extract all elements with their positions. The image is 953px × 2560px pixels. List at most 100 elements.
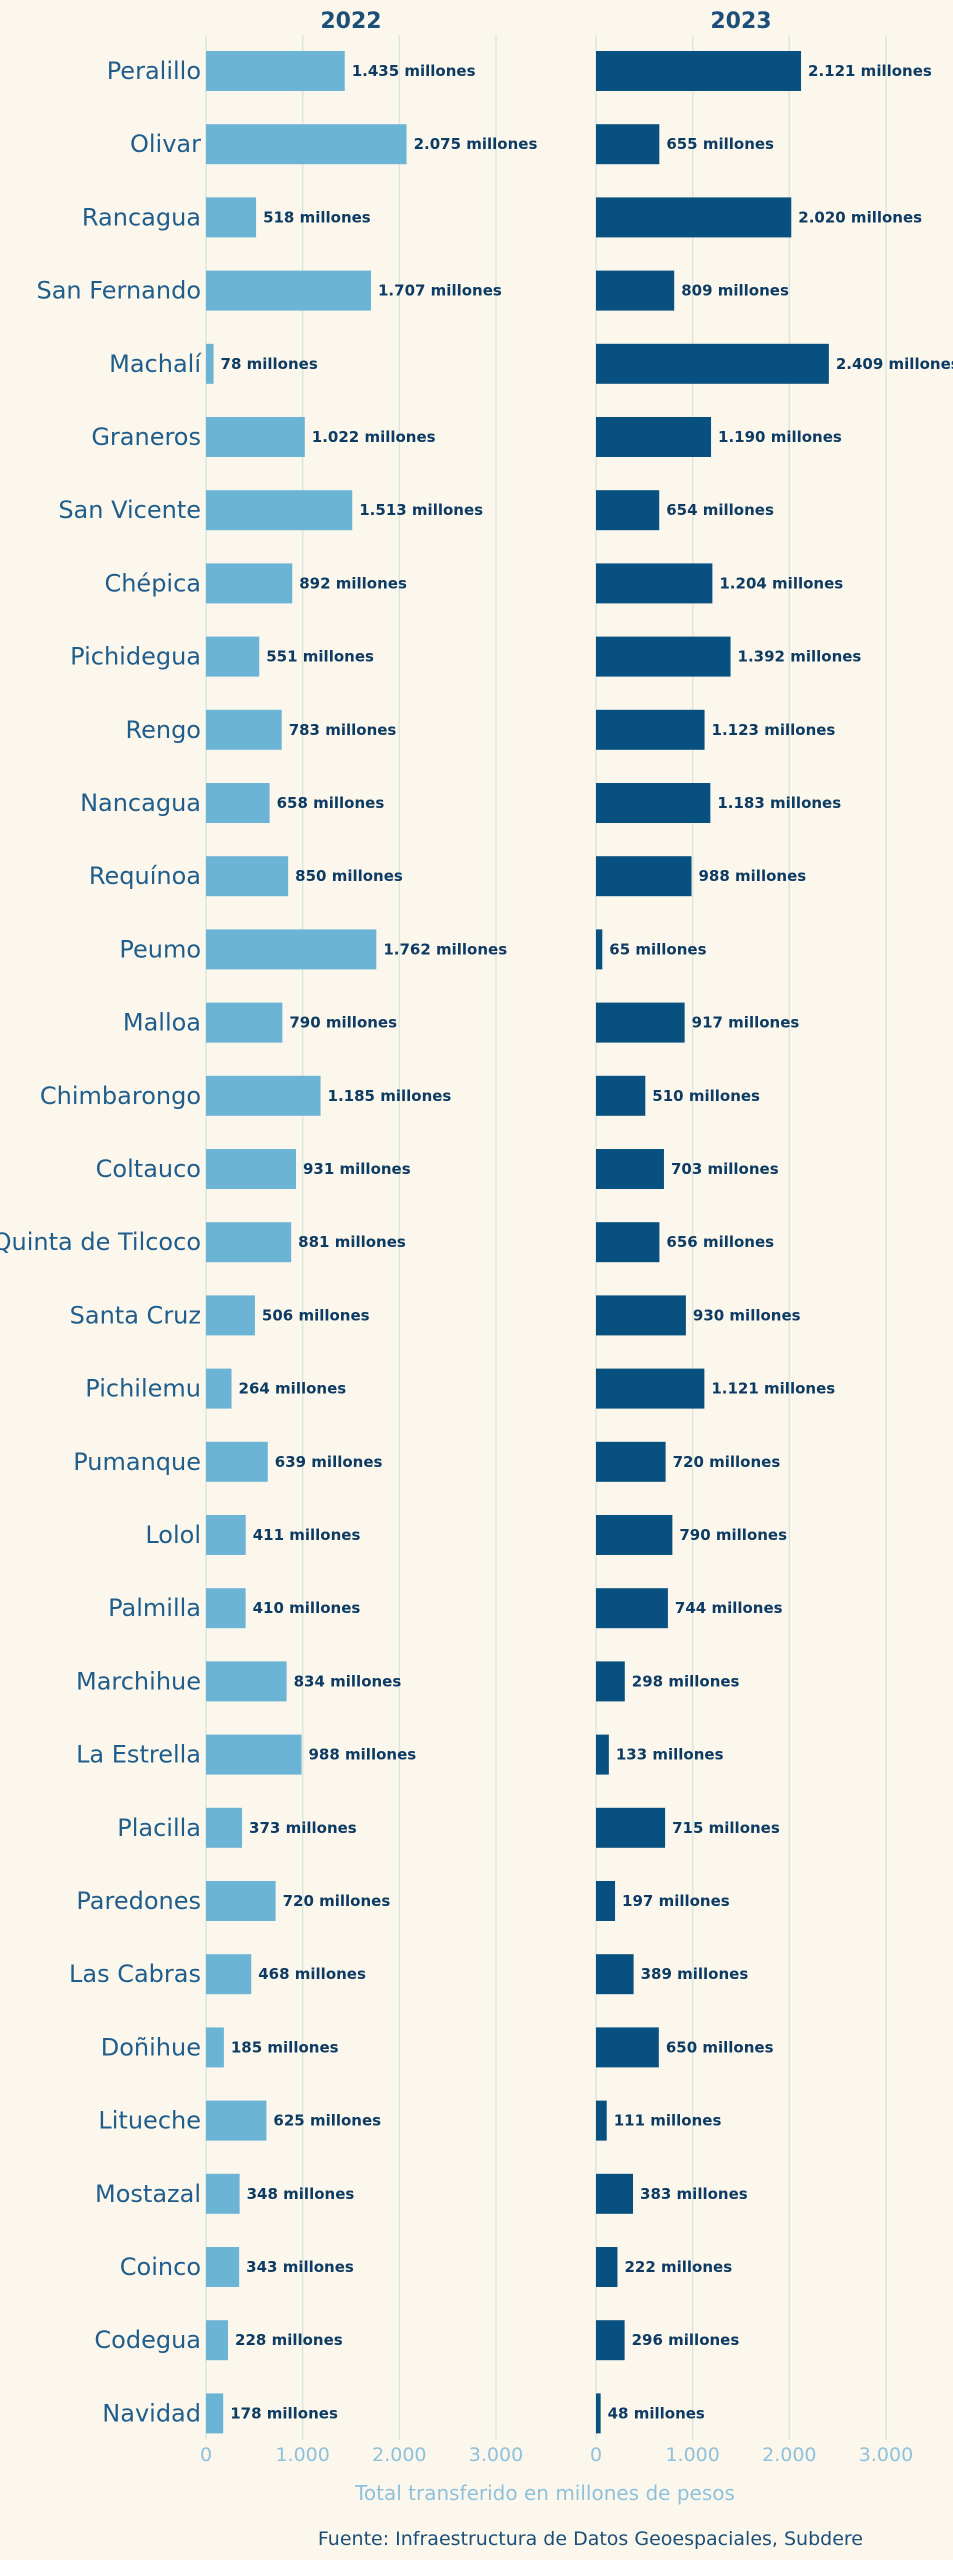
data-label: 1.762 millones — [383, 940, 507, 958]
data-label: 881 millones — [298, 1233, 406, 1251]
data-label: 296 millones — [632, 2331, 740, 2349]
bar — [206, 1441, 268, 1482]
data-label: 917 millones — [692, 1014, 800, 1032]
category-label: Coinco — [120, 2253, 201, 2281]
category-label: Quinta de Tilcoco — [0, 1228, 201, 1256]
data-label: 744 millones — [675, 1599, 783, 1617]
data-label: 655 millones — [666, 135, 774, 153]
bar — [206, 1661, 287, 1702]
data-label: 185 millones — [231, 2038, 339, 2056]
category-label: Malloa — [123, 1009, 201, 1037]
data-label: 48 millones — [608, 2404, 705, 2422]
bar — [206, 1954, 252, 1995]
category-label: Pichilemu — [85, 1375, 201, 1403]
bar — [206, 1881, 276, 1921]
bar — [206, 783, 270, 823]
category-label: Rengo — [126, 716, 202, 744]
data-label: 656 millones — [666, 1233, 774, 1251]
category-label: Peumo — [119, 935, 201, 963]
data-label: 1.123 millones — [712, 721, 836, 739]
data-label: 506 millones — [262, 1306, 370, 1324]
bar — [596, 1149, 664, 1189]
bar — [596, 929, 603, 970]
data-label: 197 millones — [622, 1892, 730, 1910]
data-label: 790 millones — [679, 1526, 787, 1544]
data-label: 518 millones — [263, 208, 371, 226]
data-label: 639 millones — [275, 1453, 383, 1471]
data-label: 809 millones — [681, 282, 789, 300]
bar — [596, 197, 792, 238]
category-label: Paredones — [76, 1887, 201, 1915]
data-label: 348 millones — [247, 2185, 355, 2203]
bar — [596, 51, 802, 91]
data-label: 383 millones — [640, 2185, 748, 2203]
data-label: 1.022 millones — [312, 428, 436, 446]
bar — [206, 2027, 224, 2068]
category-label: Navidad — [102, 2399, 201, 2427]
bar — [596, 783, 711, 823]
bar — [596, 1954, 634, 1995]
category-label: San Fernando — [36, 277, 201, 305]
data-label: 715 millones — [672, 1819, 780, 1837]
data-label: 111 millones — [614, 2112, 722, 2130]
facet-title: 2023 — [710, 9, 771, 34]
data-label: 1.121 millones — [711, 1380, 835, 1398]
bar — [206, 1734, 302, 1775]
bar — [596, 1222, 660, 1263]
bar — [206, 417, 305, 457]
data-label: 1.707 millones — [378, 282, 502, 300]
bar — [596, 1807, 666, 1848]
data-label: 1.392 millones — [738, 648, 862, 666]
category-label: Pichidegua — [70, 643, 201, 671]
data-label: 720 millones — [283, 1892, 391, 1910]
category-label: Chépica — [104, 569, 201, 597]
bar — [596, 709, 705, 750]
bar — [206, 490, 353, 531]
data-label: 2.020 millones — [798, 208, 922, 226]
bar — [206, 709, 282, 750]
bar — [596, 1515, 673, 1555]
category-label: Lolol — [145, 1521, 201, 1549]
bar — [206, 1149, 296, 1189]
data-label: 2.075 millones — [414, 135, 538, 153]
data-label: 625 millones — [273, 2112, 381, 2130]
x-tick-label: 0 — [590, 2444, 602, 2466]
data-label: 2.409 millones — [836, 355, 953, 373]
data-label: 468 millones — [258, 1965, 366, 1983]
data-label: 850 millones — [295, 867, 403, 885]
bar — [596, 1295, 686, 1336]
data-label: 373 millones — [249, 1819, 357, 1837]
data-label: 510 millones — [652, 1087, 760, 1105]
bar — [596, 1734, 609, 1775]
category-label: Litueche — [98, 2107, 201, 2135]
data-label: 703 millones — [671, 1160, 779, 1178]
bar — [596, 1002, 685, 1043]
bar — [206, 563, 293, 604]
bar — [596, 1441, 666, 1482]
data-label: 892 millones — [299, 574, 407, 592]
bar — [596, 2027, 659, 2068]
bar — [206, 1075, 321, 1116]
data-label: 988 millones — [309, 1746, 417, 1764]
data-label: 551 millones — [266, 648, 374, 666]
category-label: Nancagua — [80, 789, 201, 817]
category-label: Marchihue — [76, 1667, 201, 1695]
category-label: Santa Cruz — [70, 1301, 201, 1329]
bar — [596, 270, 675, 311]
category-label: Doñihue — [101, 2033, 201, 2061]
data-label: 78 millones — [221, 355, 318, 373]
category-label: Placilla — [117, 1814, 201, 1842]
bar — [596, 1588, 668, 1629]
labels: 0 1.000 2.000 3.000 2022 0 1.000 2.000 3.000 2023… — [0, 9, 953, 2466]
bar — [596, 417, 712, 457]
bar — [596, 343, 829, 384]
data-label: 790 millones — [289, 1014, 397, 1032]
category-label: Olivar — [130, 130, 201, 158]
data-label: 65 millones — [609, 940, 706, 958]
category-label: Chimbarongo — [40, 1082, 201, 1110]
data-label: 834 millones — [294, 1672, 402, 1690]
data-label: 1.204 millones — [719, 574, 843, 592]
bar — [206, 2320, 229, 2361]
